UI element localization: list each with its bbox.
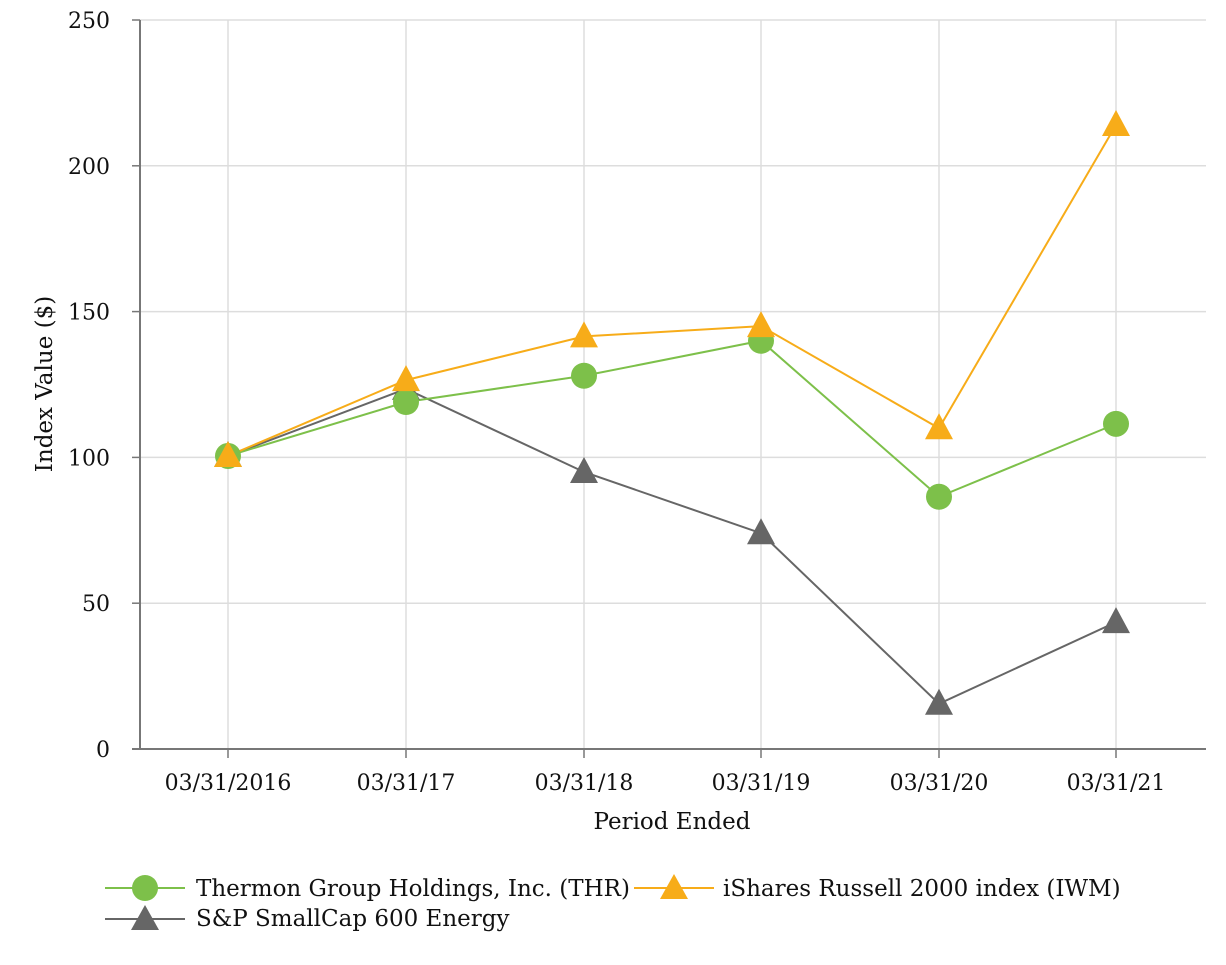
legend-item-thr[interactable]: Thermon Group Holdings, Inc. (THR) [105, 875, 630, 902]
point-iwm-2[interactable] [570, 321, 598, 348]
x-tick-labels: 03/31/2016 03/31/17 03/31/18 03/31/19 03/31/… [165, 771, 1166, 796]
legend-marker-sp600 [131, 905, 159, 930]
x-tick-label-2: 03/31/18 [535, 771, 634, 796]
legend-label-thr: Thermon Group Holdings, Inc. (THR) [196, 876, 630, 902]
legend-marker-thr [132, 875, 158, 901]
series-layer [214, 109, 1130, 715]
legend-marker-iwm [660, 874, 688, 899]
y-tick-label-150: 150 [68, 301, 110, 326]
y-tick-label-200: 200 [68, 155, 110, 180]
point-sp600-3[interactable] [747, 518, 775, 545]
point-sp600-5[interactable] [1102, 607, 1130, 634]
point-thr-4[interactable] [926, 483, 952, 510]
point-sp600-2[interactable] [570, 456, 598, 483]
series-line-thr [227, 339, 1117, 498]
y-tick-label-250: 250 [68, 9, 110, 34]
point-iwm-1[interactable] [392, 365, 420, 392]
y-tick-labels: 0 50 100 150 200 250 [68, 9, 110, 763]
legend-item-sp600[interactable]: S&P SmallCap 600 Energy [105, 905, 510, 932]
x-tick-label-1: 03/31/17 [357, 771, 456, 796]
y-axis-title: Index Value ($) [32, 296, 58, 472]
legend: Thermon Group Holdings, Inc. (THR) iShar… [105, 874, 1121, 932]
y-tick-label-0: 0 [96, 738, 110, 763]
point-iwm-3[interactable] [747, 311, 775, 338]
point-iwm-0[interactable] [214, 440, 242, 467]
x-tick-label-5: 03/31/21 [1067, 771, 1166, 796]
x-tick-label-4: 03/31/20 [890, 771, 989, 796]
point-iwm-4[interactable] [925, 413, 953, 440]
point-sp600-4[interactable] [925, 688, 953, 715]
grid-layer [140, 19, 1206, 749]
x-tick-label-0: 03/31/2016 [165, 771, 292, 796]
legend-item-iwm[interactable]: iShares Russell 2000 index (IWM) [634, 874, 1121, 902]
legend-label-sp600: S&P SmallCap 600 Energy [196, 906, 510, 932]
x-tick-label-3: 03/31/19 [712, 771, 811, 796]
axes-layer [132, 19, 1206, 758]
legend-label-iwm: iShares Russell 2000 index (IWM) [723, 876, 1121, 902]
y-tick-label-50: 50 [82, 592, 110, 617]
point-thr-2[interactable] [571, 362, 597, 389]
series-line-iwm [227, 124, 1117, 457]
point-thr-5[interactable] [1103, 410, 1129, 437]
point-iwm-5[interactable] [1102, 109, 1130, 136]
point-thr-1[interactable] [393, 388, 419, 415]
x-axis-title: Period Ended [594, 809, 751, 835]
y-tick-label-100: 100 [68, 446, 110, 471]
series-line-sp600 [227, 387, 1117, 705]
